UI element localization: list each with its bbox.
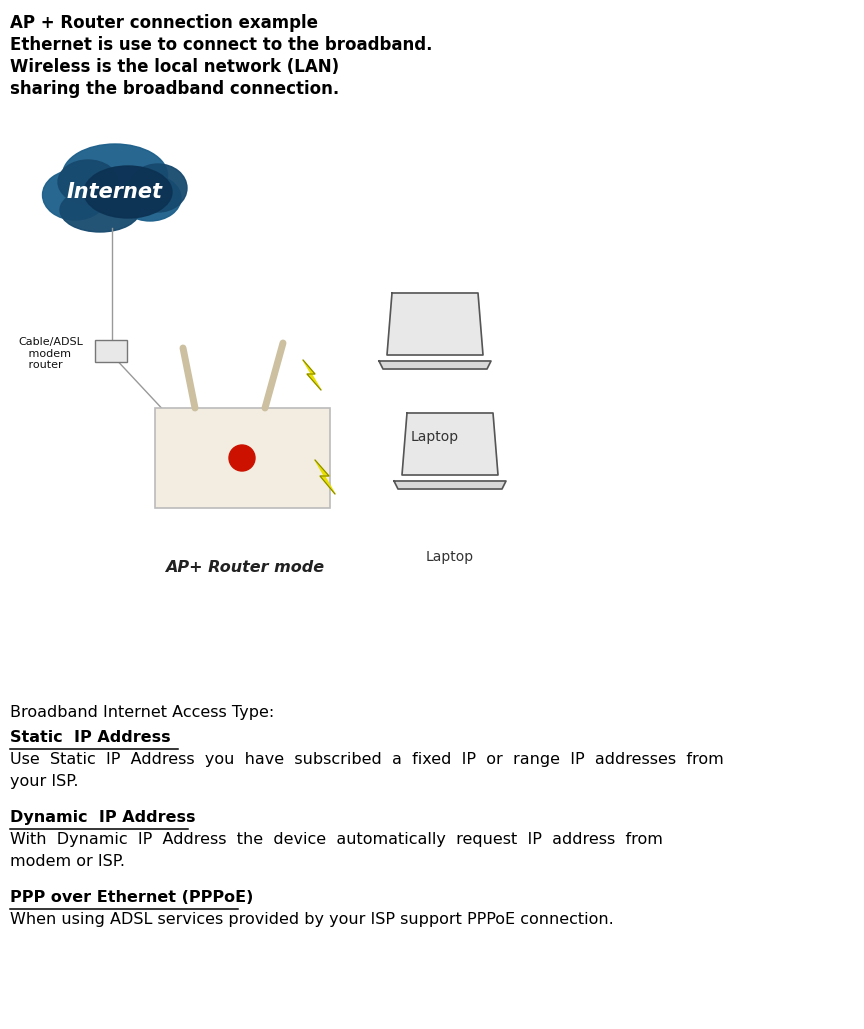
Text: Use  Static  IP  Address  you  have  subscribed  a  fixed  IP  or  range  IP  ad: Use Static IP Address you have subscribe… <box>10 752 724 767</box>
Text: sharing the broadband connection.: sharing the broadband connection. <box>10 80 340 98</box>
FancyBboxPatch shape <box>95 340 127 362</box>
Ellipse shape <box>84 166 172 218</box>
Text: modem or ISP.: modem or ISP. <box>10 854 125 870</box>
Ellipse shape <box>42 170 107 220</box>
Polygon shape <box>303 360 321 390</box>
FancyBboxPatch shape <box>155 409 330 508</box>
Text: Cable/ADSL
   modem
   router: Cable/ADSL modem router <box>18 338 83 370</box>
Ellipse shape <box>62 144 168 206</box>
Circle shape <box>229 445 255 471</box>
Polygon shape <box>315 460 335 494</box>
Text: Internet: Internet <box>67 182 163 202</box>
Text: Laptop: Laptop <box>426 549 474 564</box>
Polygon shape <box>387 293 483 355</box>
Polygon shape <box>394 481 506 489</box>
Text: With  Dynamic  IP  Address  the  device  automatically  request  IP  address  fr: With Dynamic IP Address the device autom… <box>10 832 663 847</box>
Text: PPP over Ethernet (PPPoE): PPP over Ethernet (PPPoE) <box>10 890 253 904</box>
Text: AP + Router connection example: AP + Router connection example <box>10 14 318 32</box>
Text: Broadband Internet Access Type:: Broadband Internet Access Type: <box>10 705 274 720</box>
Text: Wireless is the local network (LAN): Wireless is the local network (LAN) <box>10 58 340 76</box>
Text: Static  IP Address: Static IP Address <box>10 730 170 745</box>
Text: AP+ Router mode: AP+ Router mode <box>165 560 325 575</box>
Text: Laptop: Laptop <box>411 430 459 443</box>
Polygon shape <box>402 413 498 475</box>
Ellipse shape <box>119 175 181 221</box>
Text: Ethernet is use to connect to the broadband.: Ethernet is use to connect to the broadb… <box>10 36 433 54</box>
Text: Dynamic  IP Address: Dynamic IP Address <box>10 810 195 825</box>
Ellipse shape <box>58 159 118 204</box>
Polygon shape <box>379 361 491 369</box>
Ellipse shape <box>129 164 187 212</box>
Text: When using ADSL services provided by your ISP support PPPoE connection.: When using ADSL services provided by you… <box>10 912 613 927</box>
Text: your ISP.: your ISP. <box>10 774 79 789</box>
Ellipse shape <box>60 188 140 232</box>
